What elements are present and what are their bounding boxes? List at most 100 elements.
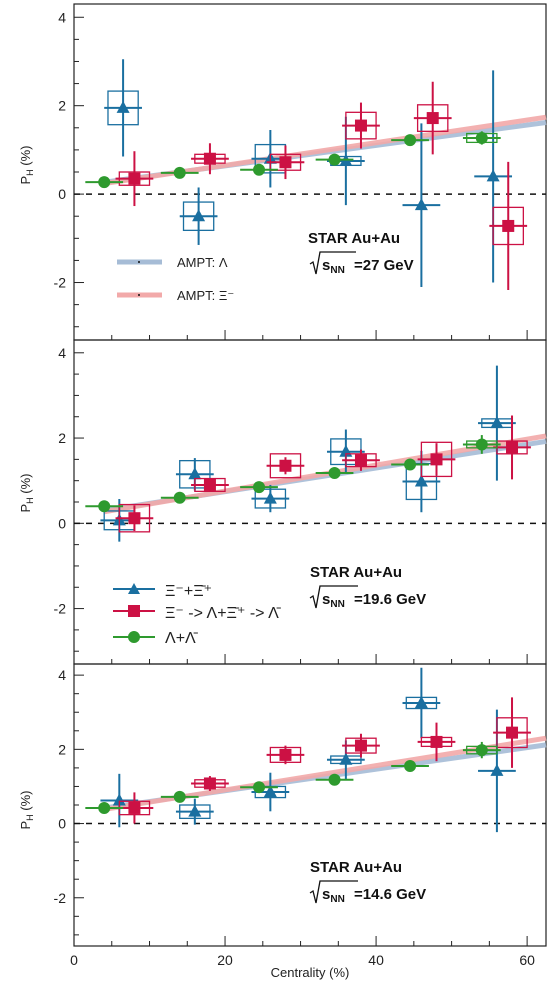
y-axis-label: PH (%) xyxy=(18,790,35,829)
triangle-marker xyxy=(339,752,353,765)
circle-marker xyxy=(98,176,111,189)
y-tick-label: -2 xyxy=(54,601,67,617)
legend: AMPT: Λ AMPT: Ξ⁻ xyxy=(117,255,234,303)
lambda_from_xi-point xyxy=(191,477,229,492)
triangle-marker xyxy=(188,467,202,480)
square-marker xyxy=(502,219,515,232)
energy-value: =27 GeV xyxy=(354,257,414,274)
y-tick-label: 0 xyxy=(58,515,66,531)
y-axis-label: PH (%) xyxy=(18,473,35,512)
lambda_from_xi-point xyxy=(266,145,305,180)
square-marker xyxy=(203,777,216,790)
triangle-marker xyxy=(414,474,428,487)
sqrt-symbol xyxy=(309,585,358,609)
x-axis-label: Centrality (%) xyxy=(271,965,350,980)
lambda_from_xi-point xyxy=(115,151,154,207)
annotation: STAR Au+Au sNN =19.6 GeV xyxy=(309,564,426,610)
circle-marker xyxy=(328,467,341,480)
y-tick-label: 2 xyxy=(58,741,66,757)
circle-marker xyxy=(98,801,111,814)
energy-label: sNN =14.6 GeV xyxy=(309,880,426,905)
y-tick-label: 2 xyxy=(58,98,66,114)
lambda-point xyxy=(160,166,199,179)
legend-item-lambda-from-xi: Ξ⁻ -> Λ+Ξ̄⁺ -> Λ̄ xyxy=(113,605,282,622)
legend-label-xi: Ξ⁻+Ξ̄⁺ xyxy=(165,583,212,600)
square-marker xyxy=(506,441,519,454)
xi-point xyxy=(478,365,516,481)
circle-marker xyxy=(328,773,341,786)
sqrt-s-nn: sNN xyxy=(322,886,345,905)
sqrt-s-nn: sNN xyxy=(322,257,345,276)
square-marker xyxy=(279,156,292,169)
circle-marker xyxy=(253,481,266,494)
y-tick-label: 4 xyxy=(58,9,66,25)
circle-marker xyxy=(173,166,186,179)
circle-marker xyxy=(328,153,341,166)
square-marker xyxy=(128,801,141,814)
annotation: STAR Au+Au sNN =14.6 GeV xyxy=(309,859,426,905)
circle-marker xyxy=(253,163,266,176)
triangle-marker xyxy=(116,100,130,113)
panel-content: -2 0 2 4 xyxy=(54,345,547,664)
square-marker xyxy=(430,453,443,466)
square-marker xyxy=(506,726,519,739)
triangle-marker xyxy=(490,763,504,776)
lambda-point xyxy=(315,773,354,786)
lambda-point xyxy=(160,491,199,504)
energy-label: sNN =19.6 GeV xyxy=(309,585,426,610)
legend-item-ampt-xi: AMPT: Ξ⁻ xyxy=(117,288,234,303)
xi-point xyxy=(402,667,441,739)
lambda_from_xi-point xyxy=(489,161,528,291)
xi-point xyxy=(104,59,142,157)
legend-item-ampt-lambda: AMPT: Λ xyxy=(117,255,228,270)
lambda-point xyxy=(391,134,429,147)
legend-marker-triangle xyxy=(128,583,140,594)
lambda_from_xi-point xyxy=(493,697,531,768)
square-marker xyxy=(426,112,439,125)
triangle-marker xyxy=(192,209,206,222)
y-tick-label: -2 xyxy=(54,890,67,906)
x-tick-label: 20 xyxy=(217,952,233,968)
legend-marker-circle xyxy=(128,631,140,643)
lambda_from_xi-point xyxy=(417,722,456,762)
square-marker xyxy=(354,119,367,132)
square-marker xyxy=(203,152,216,165)
square-marker xyxy=(354,739,367,752)
lambda_from_xi-point xyxy=(413,81,452,155)
legend-marker-square xyxy=(128,605,140,617)
lambda-point xyxy=(315,153,354,166)
triangle-marker xyxy=(414,695,428,708)
panel-top: -2 0 2 4 PH (%) STAR Au+Au sNN =27 GeV AMPT… xyxy=(18,3,547,341)
circle-marker xyxy=(475,438,488,451)
square-marker xyxy=(279,459,292,472)
lambda-point xyxy=(315,467,354,480)
lambda-point xyxy=(462,741,501,759)
energy-label: sNN =27 GeV xyxy=(309,251,414,276)
legend-item-xi: Ξ⁻+Ξ̄⁺ xyxy=(113,583,212,600)
x-tick-label: 40 xyxy=(368,952,384,968)
circle-marker xyxy=(173,491,186,504)
xi-point xyxy=(175,798,214,825)
lambda_from_xi-point xyxy=(115,503,154,533)
lambda_from_xi-point xyxy=(342,102,380,149)
lambda-point xyxy=(462,131,501,145)
triangle-marker xyxy=(486,169,500,182)
lambda-point xyxy=(240,781,278,794)
triangle-marker xyxy=(263,491,277,504)
y-tick-label: 0 xyxy=(58,186,66,202)
sqrt-symbol xyxy=(309,880,358,904)
legend: Ξ⁻+Ξ̄⁺ Ξ⁻ -> Λ+Ξ̄⁺ -> Λ̄ Λ+Λ̄ xyxy=(113,583,282,647)
lambda_from_xi-point xyxy=(191,143,229,175)
circle-marker xyxy=(404,760,417,773)
annotation-title: STAR Au+Au xyxy=(310,564,402,581)
energy-value: =14.6 GeV xyxy=(354,886,426,903)
circle-marker xyxy=(98,500,111,513)
xi-point xyxy=(100,773,139,828)
legend-label-ampt-xi: AMPT: Ξ⁻ xyxy=(177,288,234,303)
annotation-title: STAR Au+Au xyxy=(308,230,400,247)
lambda-point xyxy=(85,176,124,189)
square-marker xyxy=(128,512,141,525)
square-marker xyxy=(430,735,443,748)
